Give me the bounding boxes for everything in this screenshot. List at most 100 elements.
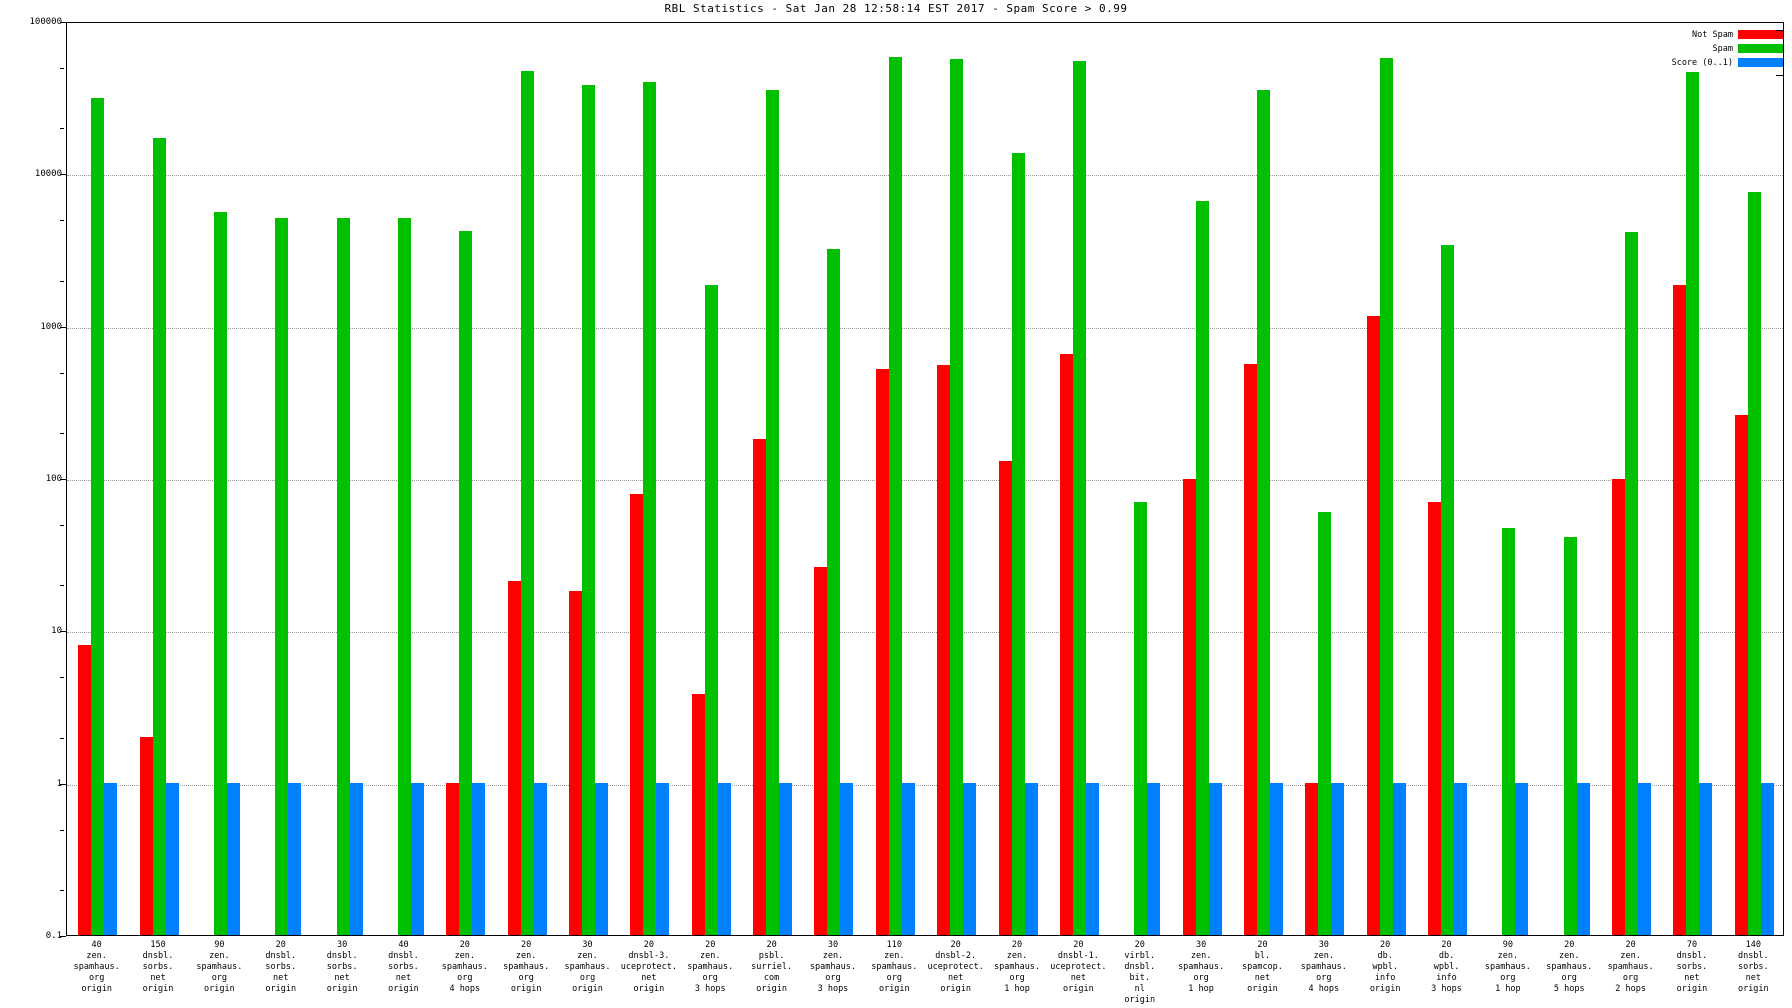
bar-score-0-1	[288, 782, 302, 935]
bar-score-0-1	[1085, 782, 1099, 935]
bar-group	[1182, 23, 1222, 935]
bar-spam	[1625, 232, 1639, 935]
bar-group	[937, 23, 977, 935]
bar-score-0-1	[104, 782, 118, 935]
x-tick-label: 20 bl. spamcop. net origin	[1241, 940, 1283, 994]
bar-score-0-1	[533, 782, 547, 935]
bar-not-spam	[1428, 501, 1442, 935]
bar-group	[1305, 23, 1345, 935]
x-tick-label: 20 zen. spamhaus. org 1 hop	[993, 940, 1041, 994]
bar-spam	[336, 217, 350, 935]
y-minor-tick-mark	[60, 220, 64, 222]
x-tick-label: 20 dnsbl. sorbs. net origin	[265, 940, 297, 994]
bar-group	[446, 23, 486, 935]
bar-score-0-1	[1392, 782, 1406, 935]
bar-spam	[888, 57, 902, 935]
gridline	[67, 784, 1783, 786]
bar-score-0-1	[1576, 782, 1590, 935]
x-tick-label: 150 dnsbl. sorbs. net origin	[142, 940, 174, 994]
bar-score-0-1	[349, 782, 363, 935]
y-minor-tick-mark	[60, 280, 64, 282]
bar-group	[1121, 23, 1161, 935]
bar-spam	[397, 217, 411, 935]
bar-spam	[827, 248, 841, 935]
bar-spam	[1747, 192, 1761, 935]
bar-score-0-1	[1515, 782, 1529, 935]
bar-not-spam	[630, 494, 644, 935]
x-tick-label: 20 zen. spamhaus. org 5 hops	[1546, 940, 1593, 994]
bar-group	[753, 23, 793, 935]
chart-legend: Not Spam Spam Score (0..1)	[1604, 28, 1784, 76]
bar-score-0-1	[1699, 782, 1713, 935]
legend-swatch-score-0-1	[1738, 58, 1784, 67]
bar-group	[1551, 23, 1590, 935]
y-tick-mark	[60, 22, 66, 23]
y-tick-label: 100000	[29, 17, 62, 27]
bar-not-spam	[691, 694, 705, 935]
bar-spam	[704, 284, 718, 935]
bar-spam	[275, 217, 289, 935]
x-tick-label: 70 dnsbl. sorbs. net origin	[1676, 940, 1708, 994]
x-tick-label: 20 zen. spamhaus. org 2 hops	[1607, 940, 1654, 994]
y-tick-mark	[60, 783, 66, 785]
y-tick-label: 1	[56, 778, 62, 789]
bar-spam	[1134, 501, 1148, 935]
bar-group	[385, 23, 424, 935]
bar-spam	[766, 90, 780, 935]
x-tick-label: 30 dnsbl. sorbs. net origin	[326, 940, 358, 994]
legend-item: Spam	[1604, 42, 1784, 55]
bar-group	[1612, 23, 1652, 935]
y-tick-mark	[60, 326, 66, 328]
x-tick-label: 20 zen. spamhaus. org 3 hops	[687, 940, 734, 994]
bar-spam	[1318, 511, 1332, 935]
plot-area	[66, 22, 1784, 936]
bar-score-0-1	[1331, 782, 1345, 935]
bar-group	[630, 23, 670, 935]
bar-group	[998, 23, 1038, 935]
bar-spam	[1502, 527, 1516, 935]
gridline	[67, 175, 1783, 177]
legend-label: Spam	[1712, 43, 1733, 54]
bar-group	[507, 23, 547, 935]
bar-not-spam	[998, 460, 1012, 935]
bar-score-0-1	[1454, 782, 1468, 935]
y-minor-tick-mark	[60, 737, 64, 739]
x-tick-label: 90 zen. spamhaus. org origin	[196, 940, 243, 994]
x-tick-label: 20 virbl. dnsbl. bit. nl origin	[1124, 940, 1156, 1005]
bar-not-spam	[814, 567, 828, 935]
bar-not-spam	[1612, 478, 1626, 935]
bar-group	[814, 23, 854, 935]
y-minor-tick-mark	[60, 890, 64, 892]
bar-spam	[91, 98, 105, 935]
x-tick-label: 30 zen. spamhaus. org 4 hops	[1300, 940, 1347, 994]
bar-score-0-1	[901, 782, 915, 935]
x-tick-label: 20 zen. spamhaus. org 4 hops	[441, 940, 488, 994]
bar-score-0-1	[472, 782, 486, 935]
legend-swatch-spam	[1738, 44, 1784, 53]
bar-not-spam	[875, 368, 889, 935]
y-tick-label: 1000	[40, 321, 62, 332]
bar-score-0-1	[410, 782, 424, 935]
bar-spam	[1441, 244, 1455, 935]
x-tick-label: 140 dnsbl. sorbs. net origin	[1737, 940, 1769, 994]
bar-not-spam	[1305, 782, 1319, 935]
bar-score-0-1	[717, 782, 731, 935]
bar-not-spam	[1059, 354, 1073, 935]
bar-spam	[1563, 537, 1577, 935]
x-tick-label: 30 zen. spamhaus. org origin	[564, 940, 611, 994]
bar-spam	[1072, 60, 1086, 935]
bar-group	[201, 23, 240, 935]
bar-group	[1428, 23, 1468, 935]
legend-label: Not Spam	[1692, 29, 1733, 40]
bar-not-spam	[1734, 414, 1748, 935]
x-tick-label: 20 db. wpbl. info 3 hops	[1431, 940, 1462, 994]
bar-not-spam	[1366, 316, 1380, 935]
bar-not-spam	[753, 439, 767, 935]
x-tick-label: 90 zen. spamhaus. org 1 hop	[1484, 940, 1531, 994]
legend-item: Not Spam	[1604, 28, 1784, 41]
bar-not-spam	[1673, 284, 1687, 935]
bar-score-0-1	[963, 782, 977, 935]
bar-group	[1673, 23, 1713, 935]
bar-spam	[520, 70, 534, 935]
